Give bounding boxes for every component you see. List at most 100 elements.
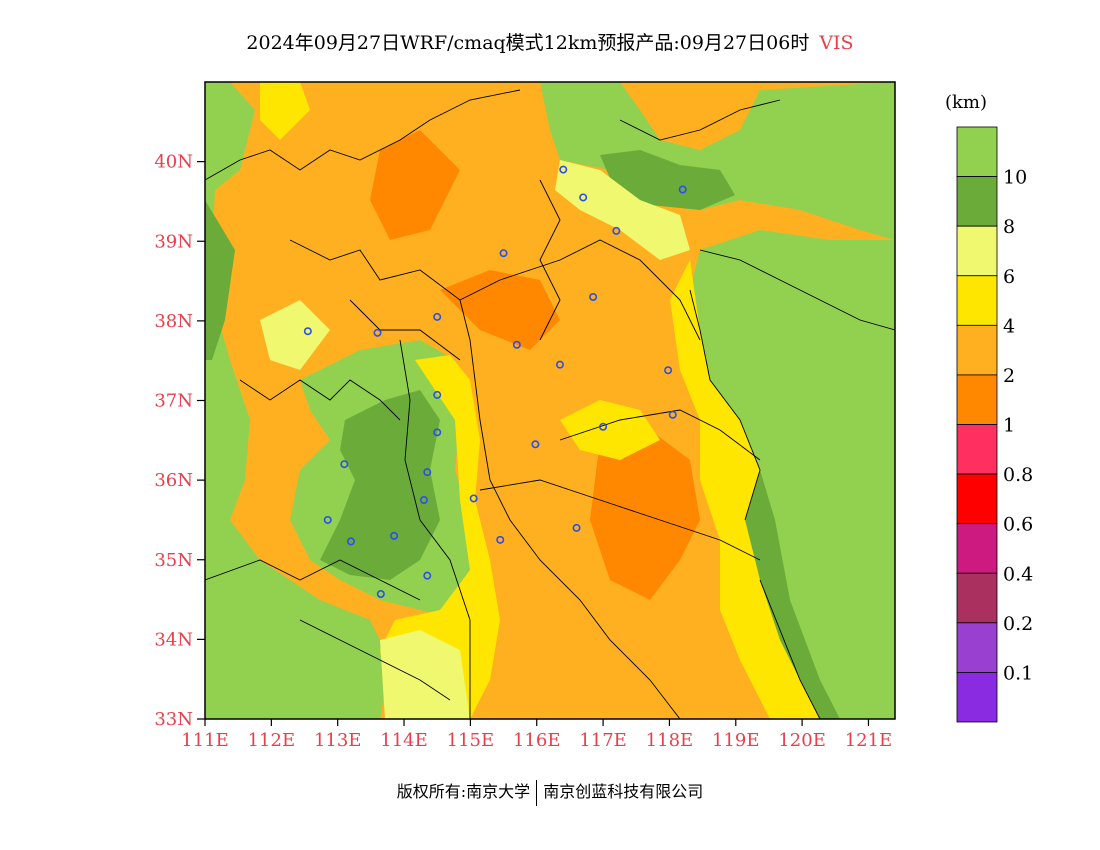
colorbar-tick-label: 1 [1003, 415, 1015, 437]
lat-tick-label: 40N [154, 152, 193, 173]
visibility-zone-yellow-west [260, 300, 330, 370]
colorbar-tick-label: 10 [1003, 167, 1027, 189]
colorbar: (km) 10 8 6 4 2 1 0.8 0.6 0.4 0.2 0.1 [945, 92, 1033, 723]
station-marker [555, 360, 564, 369]
colorbar-swatch [956, 473, 998, 525]
visibility-zone-central-dark [320, 390, 440, 580]
visibility-zone-north-green [540, 82, 895, 240]
lon-tick-label: 120E [778, 730, 826, 751]
station-marker [512, 340, 521, 349]
station-marker [340, 460, 349, 469]
colorbar-tick-label: 4 [1003, 315, 1015, 337]
colorbar-unit: (km) [945, 92, 987, 113]
station-marker [390, 531, 399, 540]
lon-tick-label: 111E [181, 730, 229, 751]
map-title: 2024年09月27日WRF/cmaq模式12km预报产品:09月27日06时 V… [0, 28, 1100, 55]
station-marker [433, 312, 442, 321]
lon-tick-label: 115E [447, 730, 495, 751]
copyright-footer: 版权所有:南京大学 南京创蓝科技有限公司 [0, 778, 1100, 806]
lat-tick-label: 35N [154, 550, 193, 571]
station-marker [668, 410, 677, 419]
colorbar-swatch [956, 622, 998, 673]
visibility-zone-coast-yellow [670, 260, 820, 719]
visibility-zone-north-yellow [555, 160, 690, 260]
station-marker [612, 226, 621, 235]
lon-tick-label: 114E [380, 730, 428, 751]
lon-tick-label: 121E [845, 730, 893, 751]
station-marker [346, 537, 355, 546]
plot-area [205, 82, 895, 719]
station-marker [423, 468, 432, 477]
station-marker [499, 249, 508, 258]
station-marker [423, 571, 432, 580]
station-marker [433, 428, 442, 437]
boundary-lines [205, 89, 895, 719]
colorbar-swatch [956, 324, 998, 376]
station-marker [531, 440, 540, 449]
colorbar-swatch [956, 126, 998, 177]
footer-separator [536, 779, 538, 806]
station-marker [419, 496, 428, 505]
colorbar-swatch [956, 225, 998, 277]
colorbar-swatch [956, 374, 998, 425]
title-main: 2024年09月27日WRF/cmaq模式12km预报产品:09月27日06时 [246, 32, 810, 54]
colorbar-tick-label: 0.6 [1003, 514, 1033, 536]
lat-tick-label: 37N [154, 391, 193, 412]
lat-tick-label: 39N [154, 231, 193, 252]
station-marker [373, 328, 382, 337]
visibility-zone-yellow-shandong [560, 400, 660, 460]
visibility-zone-west-green [205, 82, 390, 719]
lon-tick-label: 113E [314, 730, 362, 751]
station-marker [433, 390, 442, 399]
lat-tick-label: 33N [154, 709, 193, 730]
colorbar-tick-label: 2 [1003, 365, 1015, 387]
colorbar-swatch [956, 424, 998, 475]
station-marker [376, 589, 385, 598]
lon-tick-label: 117E [579, 730, 627, 751]
station-marker [664, 366, 673, 375]
visibility-zone-north-dark [600, 150, 735, 210]
colorbar-swatch [956, 572, 998, 624]
station-marker [469, 494, 478, 503]
station-marker [579, 193, 588, 202]
visibility-zone-west-dark [205, 200, 235, 360]
station-marker [323, 515, 332, 524]
lat-tick-label: 38N [154, 311, 193, 332]
lon-tick-label: 116E [513, 730, 561, 751]
colorbar-tick-label: 6 [1003, 266, 1015, 288]
visibility-zone-yellow-north2 [260, 82, 310, 140]
station-marker [678, 185, 687, 194]
colorbar-swatch [956, 672, 998, 723]
lon-tick-label: 118E [646, 730, 694, 751]
colorbar-tick-label: 0.1 [1003, 662, 1033, 684]
lon-tick-label: 112E [248, 730, 296, 751]
footer-left: 版权所有:南京大学 [396, 782, 531, 801]
title-variable: VIS [819, 32, 854, 54]
station-marker [599, 422, 608, 431]
visibility-zone-orange-hebei [440, 270, 560, 350]
colorbar-swatch [956, 176, 998, 227]
station-markers [303, 165, 687, 598]
colorbar-swatch [956, 523, 998, 574]
station-marker [589, 292, 598, 301]
footer-right: 南京创蓝科技有限公司 [543, 782, 704, 801]
colorbar-tick-label: 0.2 [1003, 613, 1033, 635]
station-marker [572, 523, 581, 532]
visibility-zone-east-dark [745, 470, 840, 719]
colorbar-swatch [956, 275, 998, 326]
longitude-axis: 111E 112E 113E 114E 115E 116E 117E 118E 119E 120E… [181, 719, 892, 751]
visibility-zone-orange-north [370, 130, 460, 240]
station-marker [303, 327, 312, 336]
visibility-zone-east-green [690, 230, 895, 719]
visibility-zone-lightyellow [380, 630, 470, 719]
lon-tick-label: 119E [712, 730, 760, 751]
colorbar-tick-label: 0.4 [1003, 563, 1033, 585]
station-marker [496, 535, 505, 544]
colorbar-tick-label: 8 [1003, 216, 1015, 238]
colorbar-tick-label: 0.8 [1003, 464, 1033, 486]
station-marker [559, 165, 568, 174]
lat-tick-label: 36N [154, 470, 193, 491]
lat-tick-label: 34N [154, 629, 193, 650]
latitude-axis: 33N 34N 35N 36N 37N 38N 39N 40N [154, 152, 205, 730]
